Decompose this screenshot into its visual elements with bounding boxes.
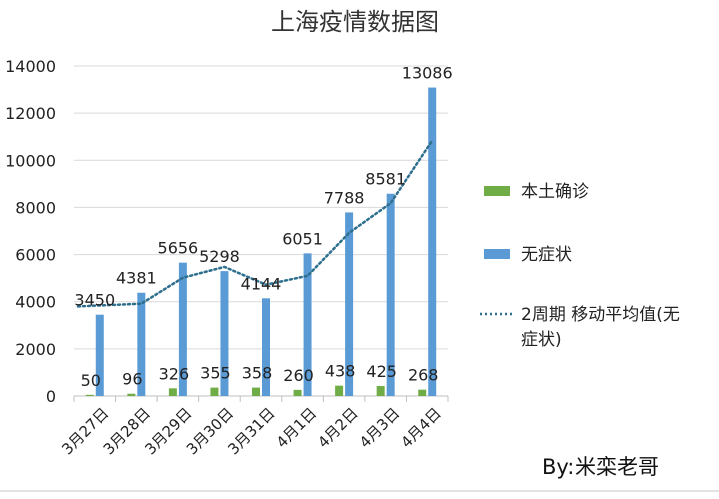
bars: [85, 87, 437, 397]
data-labels: 50 3450 96 4381 326 5656 355 5298 358 4144 260 6051…: [74, 64, 452, 390]
legend-swatch-confirmed: [484, 186, 510, 196]
y-tick-label: 6000: [15, 246, 56, 265]
bar-confirmed: [210, 387, 219, 396]
data-label-asymptomatic: 6051: [282, 229, 323, 248]
y-tick-label: 0: [46, 387, 56, 406]
watermark-byline: By:: [542, 455, 574, 479]
bar-confirmed: [335, 385, 344, 396]
legend-label-moving-average-line1: 2周期 移动平均值(无: [521, 305, 680, 325]
x-tick-label: 4月3日: [356, 404, 403, 451]
data-label-confirmed: 438: [325, 362, 356, 381]
bar-confirmed: [418, 389, 427, 396]
bar-confirmed: [293, 389, 302, 396]
moving-average-line: [76, 139, 434, 308]
data-label-confirmed: 358: [242, 364, 273, 383]
bar-asymptomatic: [137, 292, 146, 396]
legend-label-asymptomatic: 无症状: [521, 245, 572, 265]
data-label-asymptomatic: 5656: [158, 239, 199, 258]
x-tick-label: 4月4日: [397, 404, 444, 451]
y-axis-ticks: 0 2000 4000 6000 8000 10000 12000 14000: [5, 57, 56, 406]
x-tick-label: 4月1日: [273, 404, 320, 451]
data-label-asymptomatic: 4381: [116, 269, 157, 288]
data-label-asymptomatic: 7788: [324, 188, 365, 207]
data-label-asymptomatic: 4144: [241, 274, 282, 293]
bar-asymptomatic: [262, 298, 270, 396]
data-label-confirmed: 326: [159, 364, 190, 383]
bar-asymptomatic: [178, 262, 187, 396]
data-label-asymptomatic: 8581: [365, 170, 406, 189]
y-tick-label: 14000: [5, 57, 56, 76]
x-tick-label: 3月31日: [224, 404, 278, 458]
data-label-confirmed: 268: [408, 366, 439, 385]
legend-label-moving-average-line2: 症状): [521, 330, 562, 350]
data-label-asymptomatic: 13086: [402, 64, 453, 83]
data-label-confirmed: 50: [81, 371, 101, 390]
legend-label-confirmed: 本土确诊: [521, 182, 589, 202]
bar-confirmed: [85, 394, 94, 396]
data-label-confirmed: 355: [200, 364, 231, 383]
y-tick-label: 12000: [5, 104, 56, 123]
watermark-name: 米栾老哥: [575, 455, 659, 479]
bar-asymptomatic: [303, 253, 312, 396]
data-label-confirmed: 96: [122, 370, 142, 389]
x-tick-label: 4月2日: [314, 404, 361, 451]
bar-asymptomatic: [386, 193, 395, 396]
bar-confirmed: [168, 388, 177, 396]
bar-asymptomatic: [220, 271, 229, 396]
y-tick-label: 8000: [15, 198, 56, 217]
bar-asymptomatic: [95, 314, 104, 396]
bar-asymptomatic: [428, 87, 437, 397]
moving-average-polyline: [76, 139, 434, 308]
legend: 本土确诊 无症状 2周期 移动平均值(无 症状): [480, 182, 680, 350]
data-label-confirmed: 425: [366, 362, 397, 381]
bar-confirmed: [252, 387, 260, 396]
y-tick-label: 10000: [5, 151, 56, 170]
data-label-confirmed: 260: [283, 366, 314, 385]
bar-asymptomatic: [345, 212, 354, 396]
grid: [73, 65, 449, 402]
data-label-asymptomatic: 5298: [199, 247, 240, 266]
y-tick-label: 2000: [15, 340, 56, 359]
legend-swatch-asymptomatic: [484, 249, 510, 259]
chart-title: 上海疫情数据图: [271, 8, 439, 36]
x-axis-ticks: 3月27日3月28日3月29日3月30日3月31日4月1日4月2日4月3日4月4…: [58, 404, 445, 458]
y-tick-label: 4000: [15, 293, 56, 312]
watermark: By: 米栾老哥: [542, 455, 659, 479]
bar-confirmed: [376, 385, 385, 396]
data-label-asymptomatic: 3450: [74, 291, 115, 310]
bar-confirmed: [127, 393, 136, 396]
